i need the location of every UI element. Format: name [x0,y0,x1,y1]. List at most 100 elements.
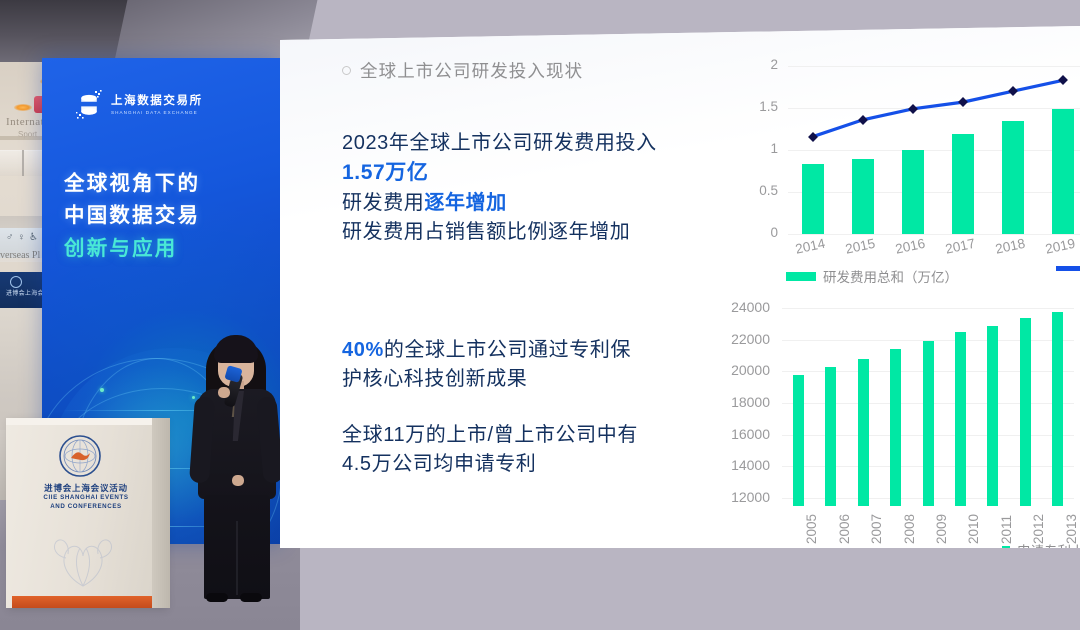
y-axis-tick-label: 2 [770,57,778,72]
bar [987,326,999,506]
x-axis-tick-label: 2016 [894,235,927,257]
projection-screen: 全球上市公司研发投入现状 2023年全球上市公司研发费用投入 1.57万亿 研发… [280,26,1080,548]
speaker-hand [218,387,230,398]
bar [1019,317,1031,506]
venue-wall-sign-sub: Sport [18,130,38,139]
text-line: 护核心科技创新成果 [342,365,631,394]
venue-restroom-icons: ♂♀♿ [6,232,42,243]
logo-pixel-dots [76,90,102,119]
text-segment: 2023年全球上市公司研发费用投入 [342,132,657,154]
gridline [788,234,1080,235]
chart-patent-applicants: 12000 14000 16000 18000 20000 22000 24000 2005… [720,294,1080,548]
x-axis-tick-label: 2009 [934,513,949,544]
text-line: 40%的全球上市公司通过专利保 [342,336,631,365]
podium-side-panel [152,418,170,608]
bar [1002,120,1024,234]
bar [857,358,869,506]
bar [802,164,824,234]
speaker-shoe [206,593,228,602]
banner-logo-text: 上海数据交易所 SHANGHAI DATA EXCHANGE [111,95,203,115]
banner-logo: 上海数据交易所 SHANGHAI DATA EXCHANGE [76,90,203,120]
logo-text-en: SHANGHAI DATA EXCHANGE [111,109,198,115]
x-axis-tick-label: 2017 [944,235,977,257]
bar [1052,108,1074,234]
y-axis-tick-label: 14000 [731,457,770,474]
x-axis-tick-label: 2005 [804,513,820,544]
logo-text-cn: 上海数据交易所 [111,95,203,108]
speaker-hair-top [214,335,258,363]
venue-overseas-sign: verseas Pl [0,250,41,261]
legend-swatch-line [1056,266,1080,271]
y-axis-tick-label: 18000 [731,394,770,410]
text-line: 研发费用占销售额比例逐年增加 [342,218,657,247]
bullet-circle-icon [342,66,351,75]
bar [952,134,974,234]
headline-line-3: 创新与应用 [64,236,178,260]
slide-title: 全球上市公司研发投入现状 [342,58,583,83]
banner-node-dot [192,396,195,399]
y-axis-tick-label: 1.5 [759,99,778,114]
banner-node-dot [100,388,104,392]
banner-globe-latitude [62,410,262,411]
legend-swatch-square [1002,546,1010,548]
bar [890,349,902,506]
slide-text-block-3: 全球11万的上市/曾上市公司中有 4.5万公司均申请专利 [342,421,638,479]
podium: 进博会上海会议活动 CIIE SHANGHAI EVENTS AND CONFE… [6,418,170,608]
text-segment: 研发费用占销售额比例逐年增加 [342,221,631,244]
speaker-leg-seam [236,521,238,595]
gridline [782,308,1074,309]
y-axis-tick-label: 20000 [731,362,770,379]
text-line: 全球11万的上市/曾上市公司中有 [342,421,638,450]
podium-sign-en-line2: AND CONFERENCES [50,503,122,510]
shanghai-data-exchange-logo-icon [76,90,104,120]
x-axis-tick-label: 2019 [1044,235,1077,257]
speaker-shoe [240,593,262,602]
text-segment: 研发费用 [342,191,425,214]
y-axis-tick-label: 22000 [731,330,770,347]
line-marker [858,114,868,125]
y-axis-tick-label: 24000 [731,299,770,315]
y-axis-tick-label: 0 [770,225,778,240]
podium-sign-en-line1: CIIE SHANGHAI EVENTS [43,494,129,501]
x-axis-tick-label: 2018 [994,235,1027,257]
legend-label: 申请专利上市 [1017,540,1080,548]
ceiling-light [14,104,32,111]
chart-legend: 申请专利上市 [1002,540,1080,548]
chart-rd-expenditure: 0 0.5 1 1.5 2 2014 2015 2016 2017 2018 2019 研发费用总… [740,44,1080,294]
x-axis-tick-label: 2015 [844,235,877,257]
x-axis-tick-label: 2006 [836,513,852,544]
bar [1052,311,1064,506]
gridline [782,339,1074,341]
y-axis-tick-label: 16000 [731,425,770,442]
slide-title-text: 全球上市公司研发投入现状 [360,61,584,81]
podium-base-stripe [12,596,164,608]
text-line: 研发费用逐年增加 [342,189,657,218]
gridline [788,108,1080,109]
podium-sign-cn: 进博会上海会议活动 [44,483,128,493]
text-segment: 全球11万的上市/曾上市公司中有 [342,424,638,446]
line-marker [908,103,918,114]
bar [902,150,924,234]
logo-s-glyph [81,94,97,115]
line-marker [1008,86,1018,97]
y-axis-tick-label: 12000 [731,489,770,505]
x-axis-tick-label: 2008 [901,513,917,544]
venue-blue-sign-text: 进博会上海会 [6,291,44,297]
speaker-hand [232,475,244,486]
ciie-emblem-icon [59,435,101,477]
headline-line-1: 全球视角下的 [64,172,201,195]
text-line: 1.57万亿 [342,158,657,189]
bar [922,341,934,506]
railing-post [22,150,24,176]
legend-label-bar: 研发费用总和（万亿） [823,270,958,285]
text-segment: 4.5万公司均申请专利 [342,453,537,476]
bar [792,375,804,506]
chart-legend-line [1056,266,1080,271]
text-segment: 的全球上市公司通过专利保 [383,339,632,361]
line-marker [808,131,818,142]
legend-swatch-bar [786,271,816,281]
line-marker [958,97,968,108]
x-axis-tick-label: 2010 [966,513,982,544]
gridline [788,150,1080,151]
podium-top-edge [6,418,166,425]
